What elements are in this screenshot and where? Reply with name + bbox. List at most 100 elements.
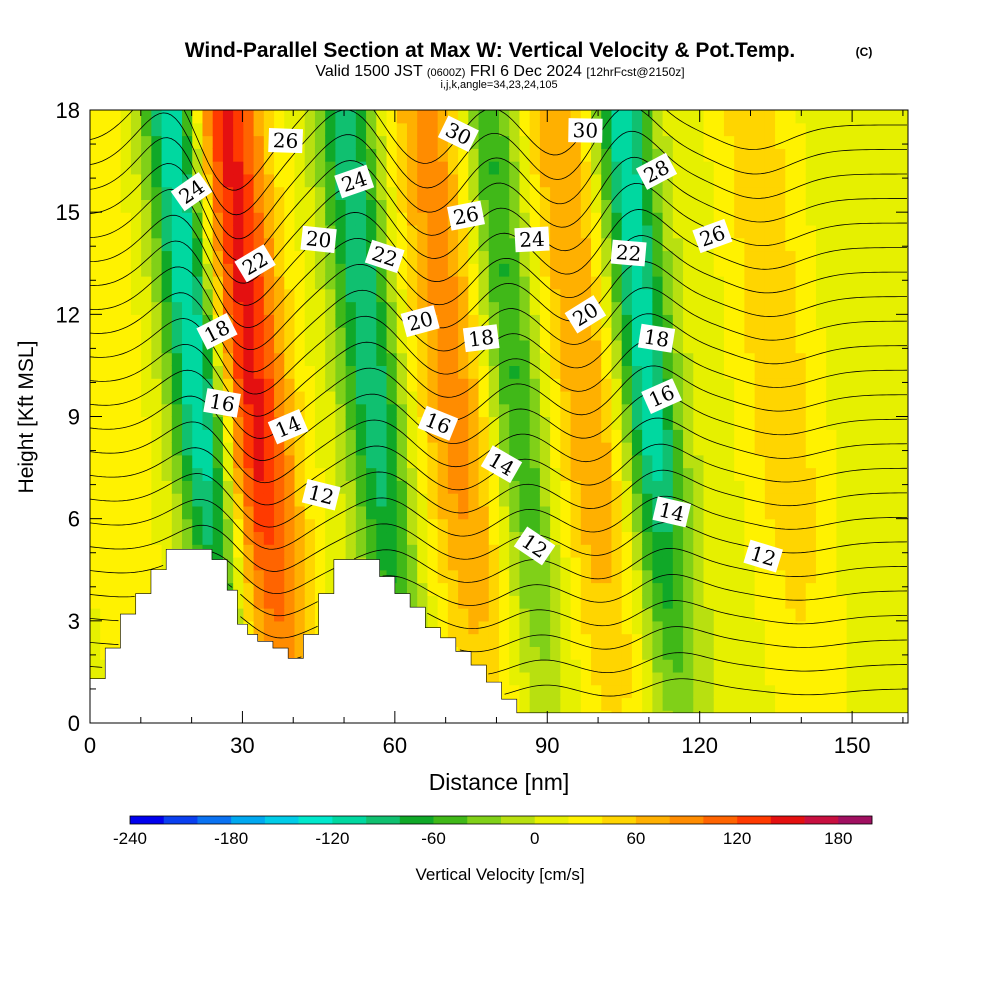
velocity-cell [642,224,653,239]
velocity-cell [468,314,480,328]
velocity-cell [529,161,541,175]
velocity-cell [499,518,510,533]
contour-label-box [514,226,550,253]
velocity-cell [897,122,908,137]
velocity-cell [897,250,908,264]
velocity-cell [386,314,398,328]
velocity-cell [713,199,725,213]
velocity-cell [693,378,705,392]
velocity-cell [478,224,490,239]
velocity-cell [550,429,561,443]
velocity-cell [703,684,715,699]
velocity-cell [355,224,367,239]
velocity-cell [550,224,561,239]
velocity-cell [468,556,480,571]
velocity-cell [325,531,336,545]
velocity-cell [243,556,255,571]
velocity-cell [897,684,908,699]
velocity-cell [437,569,449,584]
contour-label: 12 [743,539,783,573]
velocity-cell [355,237,367,252]
velocity-cell [744,224,756,239]
velocity-cell [304,352,316,367]
velocity-cell [897,518,908,533]
colorbar-swatch [770,816,805,824]
velocity-cell [243,110,255,124]
velocity-cell [294,161,306,175]
colorbar-swatch [534,816,569,824]
velocity-cell [243,237,255,252]
velocity-cell [775,442,786,456]
velocity-cell [642,122,653,137]
velocity-cell [202,314,214,328]
velocity-cell [284,480,296,494]
velocity-cell [427,288,439,303]
velocity-cell [314,505,326,520]
velocity-cell [683,288,694,303]
velocity-cell [723,148,735,162]
velocity-cell [683,135,694,149]
velocity-cell [672,467,684,481]
velocity-cell [550,378,561,392]
velocity-cell [110,250,122,264]
velocity-cell [212,110,224,124]
velocity-cell [652,212,664,226]
velocity-cell [519,161,531,175]
velocity-cell [744,276,756,290]
velocity-cell [325,569,336,584]
velocity-cell [171,288,183,303]
velocity-cell [805,633,817,647]
velocity-cell [233,454,244,469]
velocity-cell [734,378,746,392]
velocity-cell [161,505,173,520]
velocity-cell [478,429,490,443]
velocity-cell [877,646,889,660]
contour-label-box [234,244,276,283]
velocity-cell [897,276,908,290]
velocity-cell [723,467,735,481]
velocity-cell [887,148,899,162]
velocity-cell [222,416,234,430]
velocity-cell [100,544,112,558]
velocity-cell [550,365,561,379]
velocity-cell [662,263,674,277]
velocity-cell [775,608,786,622]
velocity-cell [130,378,142,392]
velocity-cell [539,339,551,354]
velocity-cell [846,250,858,264]
velocity-cell [785,186,797,200]
velocity-cell [570,339,582,354]
velocity-cell [304,173,316,188]
velocity-cell [601,224,613,239]
velocity-cell [662,237,674,252]
velocity-cell [284,224,296,239]
velocity-cell [683,327,694,341]
velocity-cell [734,416,746,430]
velocity-cell [703,608,715,622]
velocity-cell [427,199,439,213]
velocity-cell [877,148,889,162]
velocity-cell [202,480,214,494]
velocity-cell [417,199,429,213]
velocity-cell [386,161,398,175]
velocity-cell [151,403,163,418]
velocity-cell [151,518,163,533]
velocity-cell [90,352,101,367]
velocity-cell [417,352,429,367]
velocity-cell [846,416,858,430]
velocity-cell [100,429,112,443]
velocity-cell [785,454,797,469]
velocity-cell [621,620,633,635]
velocity-cell [263,442,275,456]
velocity-cell [376,467,388,481]
velocity-cell [805,454,817,469]
velocity-cell [376,365,388,379]
velocity-cell [396,263,408,277]
velocity-cell [376,480,388,494]
velocity-cell [652,135,664,149]
contour-label-box [268,128,304,154]
velocity-cell [877,429,889,443]
velocity-cell [468,544,480,558]
velocity-cell [488,671,500,686]
velocity-cell [621,186,633,200]
